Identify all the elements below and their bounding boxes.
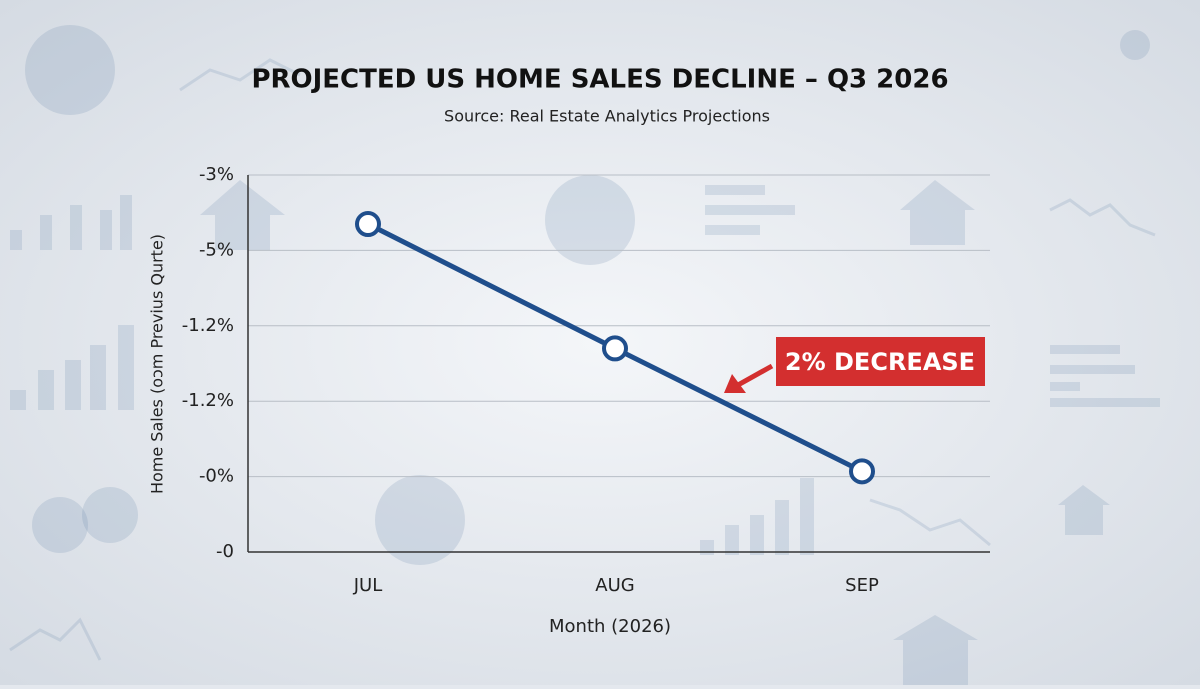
annotation-arrow — [736, 363, 774, 388]
y-tick-label: -1.2% — [182, 315, 234, 336]
chart-subtitle: Source: Real Estate Analytics Projection… — [444, 107, 770, 126]
background-decoration — [9, 25, 1160, 685]
annotation-text: 2% DECREASE — [785, 348, 975, 376]
y-tick-label: -3% — [199, 164, 234, 185]
y-tick-label: -5% — [199, 239, 234, 260]
y-axis-label: Home Sales (oɔm Previus Qurte) — [148, 234, 167, 494]
x-tick-label: SEP — [845, 575, 879, 596]
y-tick-label: -0% — [199, 466, 234, 487]
data-point — [849, 458, 875, 485]
x-axis-label: Month (2026) — [549, 616, 671, 637]
annotation-arrowhead — [724, 374, 746, 393]
annotation-box — [776, 337, 985, 386]
data-point — [602, 335, 628, 362]
y-tick-label: -0 — [216, 541, 234, 562]
x-tick-label: AUG — [595, 575, 634, 596]
y-tick-label: -1.2% — [182, 390, 234, 411]
data-point — [355, 211, 381, 238]
chart-title: PROJECTED US HOME SALES DECLINE – Q3 202… — [251, 65, 948, 95]
x-tick-label: JUL — [353, 575, 383, 596]
